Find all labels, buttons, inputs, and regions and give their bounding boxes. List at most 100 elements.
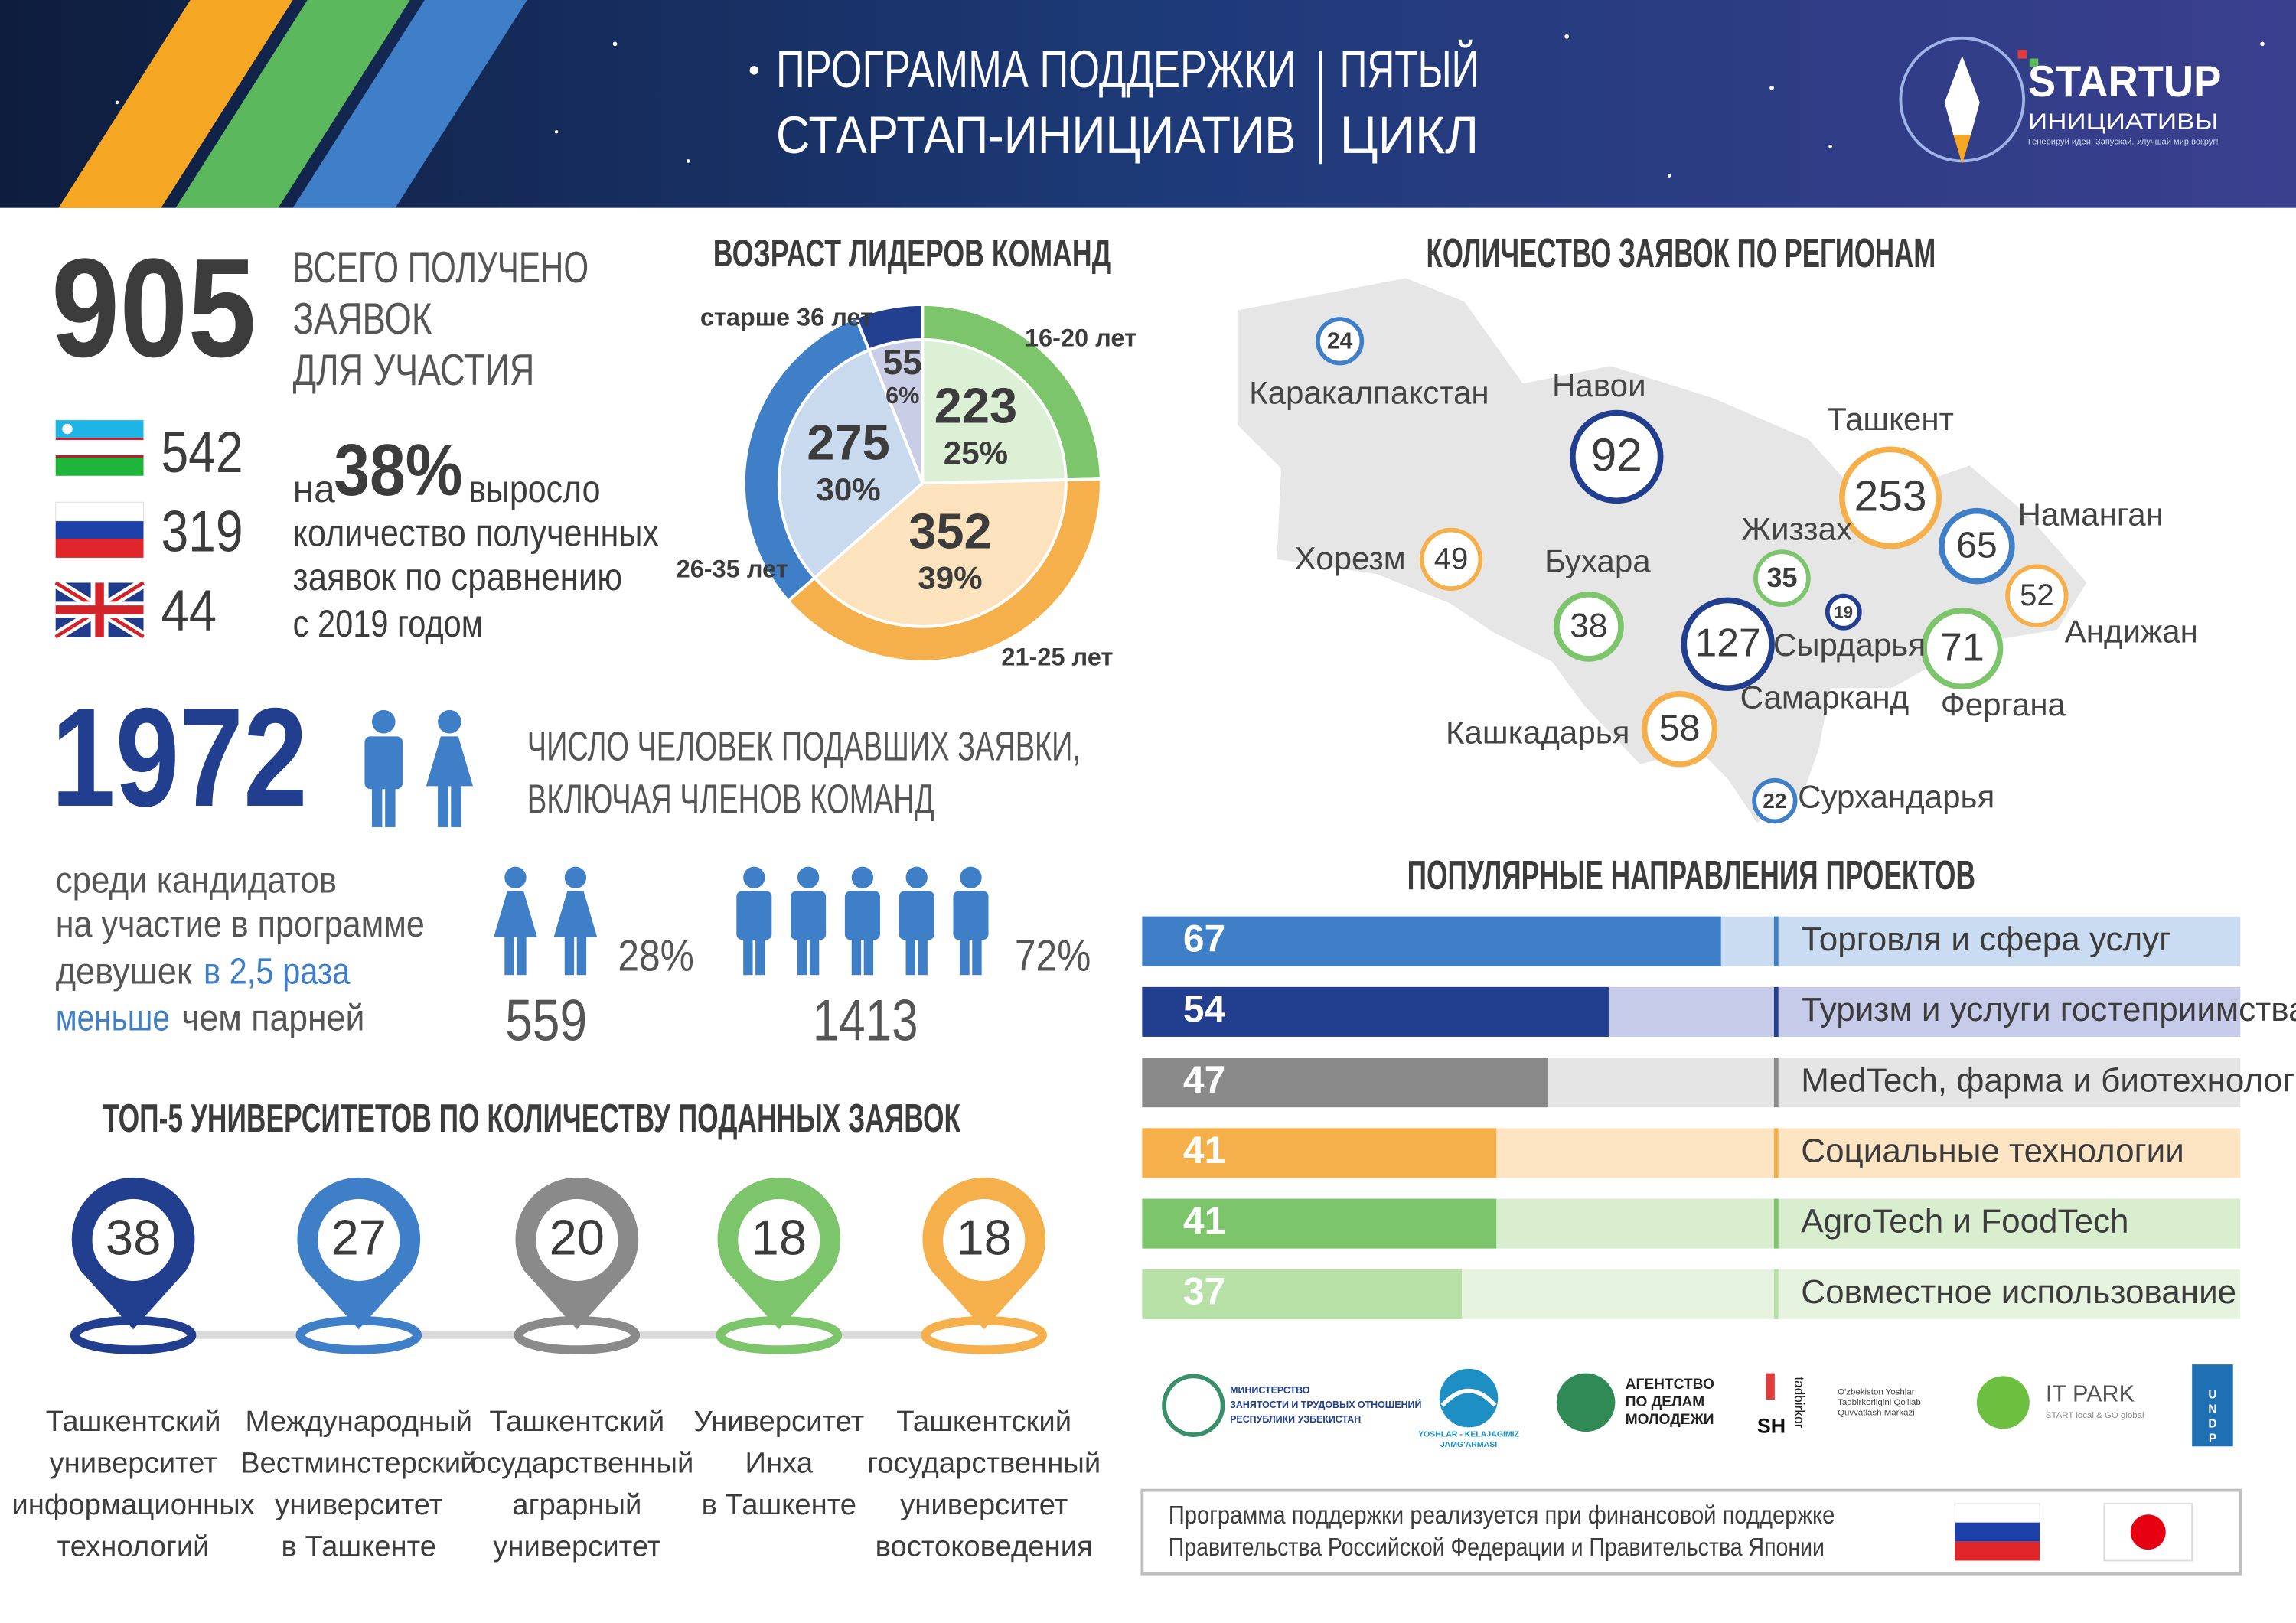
head [960, 866, 982, 888]
university-name: Международный [245, 1405, 472, 1438]
leg [797, 934, 807, 976]
bar [1142, 986, 1609, 1037]
flag-band [55, 438, 144, 440]
region-name: Хорезм [1295, 540, 1406, 576]
region-value: 38 [1570, 607, 1607, 644]
region-value: 92 [1591, 429, 1642, 481]
flag-uk [53, 578, 147, 641]
region-value: 71 [1940, 625, 1985, 670]
university-name: государственный [460, 1446, 693, 1479]
star [749, 66, 759, 75]
flag-band [55, 456, 144, 476]
person-icon [553, 866, 598, 976]
region-marker [1316, 317, 1365, 366]
value-label: 37 [1183, 1269, 1225, 1312]
pie-slice [742, 315, 871, 604]
footer-text: Правительства Российской Федерации и Пра… [1169, 1533, 1825, 1562]
share-label: 30% [816, 471, 880, 507]
university-name: востоковедения [876, 1530, 1093, 1563]
logo-flame [1953, 135, 1971, 165]
star [115, 100, 119, 105]
flag-japan [2103, 1502, 2193, 1562]
note-line: девушек в 2,5 раза [56, 951, 351, 992]
partner-text: START local & GO global [2046, 1411, 2144, 1420]
region-marker [1839, 446, 1942, 549]
flag-band [1954, 1503, 2040, 1524]
people-label: ВКЛЮЧАЯ ЧЛЕНОВ КОМАНД [527, 777, 934, 823]
university-name: в Ташкенте [282, 1530, 436, 1563]
university-value: 18 [752, 1210, 807, 1266]
people-value: 1972 [51, 679, 308, 836]
region-name: Фергана [1941, 686, 2066, 722]
university-name: информационных [11, 1488, 255, 1521]
flag-russia [55, 501, 144, 558]
university-name: Университет [694, 1405, 865, 1438]
logo-subtitle: ИНИЦИАТИВЫ [2028, 109, 2219, 134]
section-title: ТОП-5 УНИВЕРСИТЕТОВ ПО КОЛИЧЕСТВУ ПОДАНН… [103, 1096, 960, 1140]
value-label: 41 [1183, 1129, 1225, 1172]
university-name: государственный [867, 1446, 1101, 1479]
region-marker [2005, 564, 2069, 627]
bar [1142, 1269, 1463, 1319]
category-label: Совместное использование [1801, 1273, 2236, 1311]
university-name: технологий [57, 1530, 210, 1563]
total-label: ВСЕГО ПОЛУЧЕНО [293, 243, 589, 292]
flag-sun [2130, 1514, 2166, 1550]
region-marker [1553, 591, 1624, 662]
undp-letter: U [2208, 1388, 2216, 1401]
star [1667, 174, 1671, 178]
leg [743, 934, 753, 976]
body [844, 891, 880, 940]
category-label: 21-25 лет [1001, 644, 1113, 671]
section-title: КОЛИЧЕСТВО ЗАЯВОК ПО РЕГИОНАМ [1427, 231, 1936, 276]
university-value: 27 [331, 1210, 386, 1266]
stars [115, 34, 2265, 178]
value-label: 275 [807, 415, 890, 471]
head [504, 866, 527, 888]
university-name: в Ташкенте [702, 1488, 856, 1521]
people-label: ЧИСЛО ЧЕЛОВЕК ПОДАВШИХ ЗАЯВКИ, [527, 725, 1081, 770]
flag-band [55, 455, 144, 458]
share-label: 25% [944, 435, 1008, 471]
region-name: Самарканд [1740, 680, 1910, 715]
partner-text: YOSHLAR - KELAJAGIMIZ [1418, 1430, 1520, 1439]
category-label: старше 36 лет [700, 304, 872, 331]
pin-center [92, 1198, 174, 1282]
region-marker [1825, 593, 1862, 631]
leg [438, 783, 448, 827]
region-value: 127 [1695, 620, 1761, 664]
head [438, 709, 461, 734]
region-marker [1681, 597, 1775, 692]
partner-text: АГЕНТСТВО [1626, 1377, 1714, 1393]
growth-line: с 2019 годом [293, 602, 484, 645]
bar [1142, 1198, 1497, 1249]
men-share: 72% [1015, 931, 1091, 980]
total-value: 905 [51, 230, 256, 386]
region-name: Навои [1552, 367, 1646, 403]
flag-cross [95, 582, 104, 637]
university-name: университет [493, 1530, 660, 1563]
region-value: 49 [1434, 541, 1469, 575]
flag-band [1955, 1541, 2040, 1561]
partner-text: JAMG'ARMASI [1440, 1440, 1497, 1449]
growth-value: 38% [334, 429, 462, 511]
partner-text: tadbirkor [1792, 1377, 1807, 1428]
body [791, 891, 827, 940]
growth-suffix: выросло [468, 468, 600, 510]
star [1769, 85, 1774, 90]
pie-slice [921, 303, 1103, 482]
region-marker [1939, 507, 2015, 585]
university-name: университет [900, 1488, 1068, 1521]
header-cycle: ЦИКЛ [1340, 106, 1479, 165]
note-line: среди кандидатов [56, 860, 337, 901]
partner-name: IT PARK [2046, 1380, 2135, 1406]
leg [755, 934, 765, 976]
flag-band [55, 438, 144, 457]
university-name: Ташкентский [896, 1405, 1071, 1438]
university-value: 18 [957, 1210, 1012, 1266]
growth-prefix: на [293, 468, 335, 510]
category-label: 26-35 лет [677, 556, 788, 583]
pin-center [738, 1198, 820, 1282]
partner-wave [1440, 1388, 1497, 1407]
